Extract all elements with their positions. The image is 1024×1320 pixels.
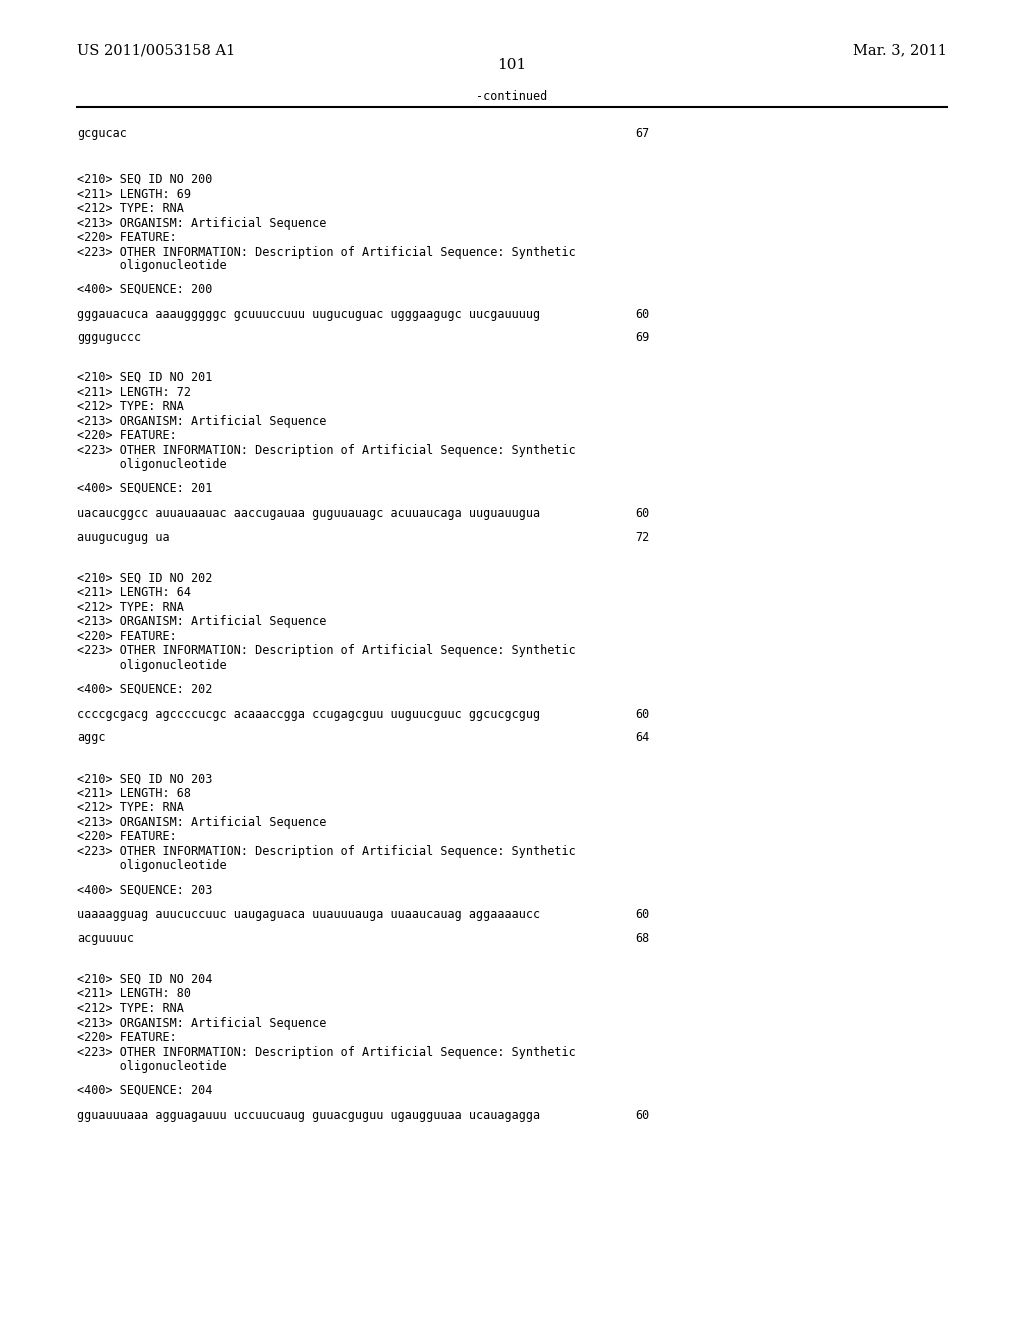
Text: <223> OTHER INFORMATION: Description of Artificial Sequence: Synthetic: <223> OTHER INFORMATION: Description of …: [77, 845, 575, 858]
Text: oligonucleotide: oligonucleotide: [77, 458, 226, 471]
Text: <212> TYPE: RNA: <212> TYPE: RNA: [77, 400, 183, 413]
Text: <220> FEATURE:: <220> FEATURE:: [77, 630, 176, 643]
Text: US 2011/0053158 A1: US 2011/0053158 A1: [77, 44, 236, 57]
Text: 72: 72: [635, 531, 649, 544]
Text: <210> SEQ ID NO 200: <210> SEQ ID NO 200: [77, 173, 212, 186]
Text: aggc: aggc: [77, 731, 105, 744]
Text: 64: 64: [635, 731, 649, 744]
Text: <212> TYPE: RNA: <212> TYPE: RNA: [77, 801, 183, 814]
Text: 68: 68: [635, 932, 649, 945]
Text: ccccgcgacg agccccucgc acaaaccgga ccugagcguu uuguucguuc ggcucgcgug: ccccgcgacg agccccucgc acaaaccgga ccugagc…: [77, 708, 540, 721]
Text: 69: 69: [635, 331, 649, 345]
Text: <220> FEATURE:: <220> FEATURE:: [77, 429, 176, 442]
Text: 60: 60: [635, 507, 649, 520]
Text: <211> LENGTH: 64: <211> LENGTH: 64: [77, 586, 190, 599]
Text: gguauuuaaa agguagauuu uccuucuaug guuacguguu ugaugguuaa ucauagagga: gguauuuaaa agguagauuu uccuucuaug guuacgu…: [77, 1109, 540, 1122]
Text: <210> SEQ ID NO 201: <210> SEQ ID NO 201: [77, 371, 212, 384]
Text: oligonucleotide: oligonucleotide: [77, 259, 226, 272]
Text: oligonucleotide: oligonucleotide: [77, 659, 226, 672]
Text: <210> SEQ ID NO 202: <210> SEQ ID NO 202: [77, 572, 212, 585]
Text: ggguguccc: ggguguccc: [77, 331, 141, 345]
Text: <400> SEQUENCE: 203: <400> SEQUENCE: 203: [77, 883, 212, 896]
Text: <213> ORGANISM: Artificial Sequence: <213> ORGANISM: Artificial Sequence: [77, 1016, 327, 1030]
Text: 101: 101: [498, 58, 526, 71]
Text: <223> OTHER INFORMATION: Description of Artificial Sequence: Synthetic: <223> OTHER INFORMATION: Description of …: [77, 444, 575, 457]
Text: <400> SEQUENCE: 204: <400> SEQUENCE: 204: [77, 1084, 212, 1097]
Text: <210> SEQ ID NO 203: <210> SEQ ID NO 203: [77, 772, 212, 785]
Text: 60: 60: [635, 908, 649, 921]
Text: <211> LENGTH: 80: <211> LENGTH: 80: [77, 987, 190, 1001]
Text: <211> LENGTH: 68: <211> LENGTH: 68: [77, 787, 190, 800]
Text: <211> LENGTH: 72: <211> LENGTH: 72: [77, 385, 190, 399]
Text: gcgucac: gcgucac: [77, 127, 127, 140]
Text: <223> OTHER INFORMATION: Description of Artificial Sequence: Synthetic: <223> OTHER INFORMATION: Description of …: [77, 644, 575, 657]
Text: <212> TYPE: RNA: <212> TYPE: RNA: [77, 1002, 183, 1015]
Text: <210> SEQ ID NO 204: <210> SEQ ID NO 204: [77, 973, 212, 986]
Text: <213> ORGANISM: Artificial Sequence: <213> ORGANISM: Artificial Sequence: [77, 615, 327, 628]
Text: <220> FEATURE:: <220> FEATURE:: [77, 830, 176, 843]
Text: 60: 60: [635, 1109, 649, 1122]
Text: auugucugug ua: auugucugug ua: [77, 531, 169, 544]
Text: <400> SEQUENCE: 200: <400> SEQUENCE: 200: [77, 282, 212, 296]
Text: <213> ORGANISM: Artificial Sequence: <213> ORGANISM: Artificial Sequence: [77, 216, 327, 230]
Text: <223> OTHER INFORMATION: Description of Artificial Sequence: Synthetic: <223> OTHER INFORMATION: Description of …: [77, 246, 575, 259]
Text: <212> TYPE: RNA: <212> TYPE: RNA: [77, 601, 183, 614]
Text: 67: 67: [635, 127, 649, 140]
Text: 60: 60: [635, 708, 649, 721]
Text: oligonucleotide: oligonucleotide: [77, 1060, 226, 1073]
Text: oligonucleotide: oligonucleotide: [77, 859, 226, 873]
Text: -continued: -continued: [476, 90, 548, 103]
Text: acguuuuc: acguuuuc: [77, 932, 134, 945]
Text: uacaucggcc auuauaauac aaccugauaa guguuauagc acuuaucaga uuguauugua: uacaucggcc auuauaauac aaccugauaa guguuau…: [77, 507, 540, 520]
Text: <212> TYPE: RNA: <212> TYPE: RNA: [77, 202, 183, 215]
Text: <220> FEATURE:: <220> FEATURE:: [77, 231, 176, 244]
Text: <213> ORGANISM: Artificial Sequence: <213> ORGANISM: Artificial Sequence: [77, 816, 327, 829]
Text: <400> SEQUENCE: 202: <400> SEQUENCE: 202: [77, 682, 212, 696]
Text: <213> ORGANISM: Artificial Sequence: <213> ORGANISM: Artificial Sequence: [77, 414, 327, 428]
Text: <400> SEQUENCE: 201: <400> SEQUENCE: 201: [77, 482, 212, 495]
Text: Mar. 3, 2011: Mar. 3, 2011: [853, 44, 947, 57]
Text: gggauacuca aaaugggggc gcuuuccuuu uugucuguac ugggaagugc uucgauuuug: gggauacuca aaaugggggc gcuuuccuuu uugucug…: [77, 308, 540, 321]
Text: uaaaagguag auucuccuuc uaugaguaca uuauuuauga uuaaucauag aggaaaaucc: uaaaagguag auucuccuuc uaugaguaca uuauuua…: [77, 908, 540, 921]
Text: 60: 60: [635, 308, 649, 321]
Text: <211> LENGTH: 69: <211> LENGTH: 69: [77, 187, 190, 201]
Text: <220> FEATURE:: <220> FEATURE:: [77, 1031, 176, 1044]
Text: <223> OTHER INFORMATION: Description of Artificial Sequence: Synthetic: <223> OTHER INFORMATION: Description of …: [77, 1045, 575, 1059]
